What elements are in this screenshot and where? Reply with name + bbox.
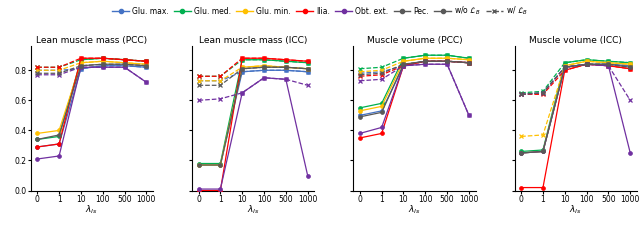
Title: Muscle volume (PCC): Muscle volume (PCC) [367, 36, 462, 45]
Title: Lean muscle mass (ICC): Lean muscle mass (ICC) [199, 36, 307, 45]
Title: Lean muscle mass (PCC): Lean muscle mass (PCC) [36, 36, 147, 45]
X-axis label: $\lambda_{ls}$: $\lambda_{ls}$ [247, 204, 259, 216]
Legend: Glu. max., Glu. med., Glu. min., Ilia., Obt. ext., Pec., w/o $\mathcal{L}_B$, w/: Glu. max., Glu. med., Glu. min., Ilia., … [111, 4, 529, 18]
X-axis label: $\lambda_{ls}$: $\lambda_{ls}$ [570, 204, 582, 216]
X-axis label: $\lambda_{ls}$: $\lambda_{ls}$ [408, 204, 420, 216]
Title: Muscle volume (ICC): Muscle volume (ICC) [529, 36, 622, 45]
X-axis label: $\lambda_{ls}$: $\lambda_{ls}$ [86, 204, 98, 216]
